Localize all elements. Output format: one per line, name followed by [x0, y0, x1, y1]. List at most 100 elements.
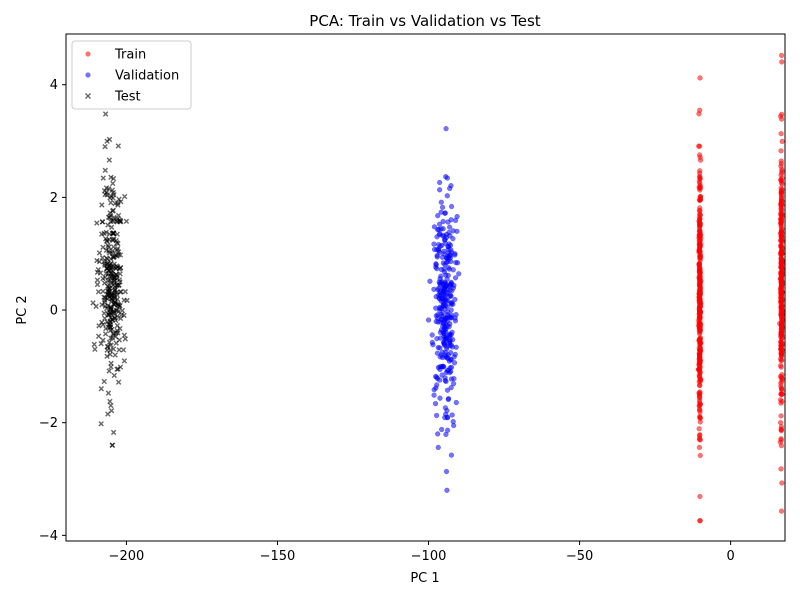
- data-point: [114, 322, 121, 329]
- data-point: [446, 266, 453, 272]
- data-point: [109, 291, 116, 298]
- data-point: [453, 259, 459, 266]
- data-point: [696, 249, 702, 256]
- data-point: [697, 368, 703, 374]
- data-point: [778, 286, 784, 292]
- data-point: [431, 392, 437, 398]
- data-point: [444, 387, 451, 393]
- data-point: [448, 385, 454, 391]
- y-tick-label: −2: [39, 416, 58, 431]
- data-point: [116, 277, 123, 283]
- data-point: [433, 313, 439, 319]
- data-point: [431, 286, 437, 293]
- data-point: [108, 304, 114, 310]
- data-point: [108, 335, 114, 341]
- data-point: [778, 380, 784, 386]
- data-point: [102, 297, 108, 304]
- data-point: [442, 323, 448, 329]
- data-point: [698, 278, 704, 284]
- data-point: [108, 407, 115, 414]
- data-point: [122, 336, 129, 342]
- data-point: [778, 252, 784, 258]
- data-point: [443, 378, 449, 385]
- data-points: [90, 52, 786, 524]
- data-point: [109, 187, 115, 193]
- data-point: [779, 391, 785, 397]
- data-point: [451, 354, 457, 360]
- data-point: [778, 466, 784, 472]
- data-point: [696, 426, 702, 432]
- data-point: [115, 143, 122, 149]
- data-point: [94, 281, 101, 288]
- data-point: [441, 266, 447, 272]
- data-point: [105, 278, 111, 284]
- y-axis-label: PC 2: [15, 295, 30, 324]
- data-point: [115, 249, 122, 255]
- data-point: [451, 360, 458, 366]
- data-point: [697, 157, 704, 163]
- data-point: [105, 311, 111, 318]
- data-point: [124, 297, 130, 304]
- data-point: [778, 197, 785, 204]
- data-point: [448, 279, 454, 286]
- data-point: [435, 213, 441, 219]
- data-point: [444, 286, 451, 292]
- data-point: [104, 343, 111, 350]
- data-point: [448, 247, 454, 253]
- series-validation: [425, 125, 462, 493]
- y-tick-label: 2: [50, 191, 58, 206]
- data-point: [778, 172, 784, 178]
- data-point: [108, 224, 115, 231]
- data-point: [779, 375, 785, 382]
- data-point: [103, 325, 109, 332]
- data-point: [448, 364, 455, 371]
- data-point: [778, 52, 785, 59]
- data-point: [107, 351, 113, 358]
- data-point: [116, 196, 122, 202]
- data-point: [112, 333, 119, 340]
- data-point: [444, 175, 451, 181]
- data-point: [452, 275, 459, 281]
- data-point: [106, 250, 113, 256]
- data-point: [442, 261, 448, 268]
- data-point: [101, 378, 107, 385]
- data-point: [122, 288, 128, 295]
- data-point: [778, 508, 785, 514]
- data-point: [445, 395, 452, 402]
- legend-marker: [85, 72, 91, 78]
- data-point: [430, 342, 436, 348]
- data-point: [110, 207, 116, 214]
- data-point: [452, 251, 458, 257]
- data-point: [121, 358, 128, 364]
- data-point: [102, 315, 108, 321]
- data-point: [697, 221, 703, 228]
- data-point: [438, 199, 444, 205]
- legend-box: [71, 40, 192, 110]
- data-point: [777, 211, 784, 217]
- data-point: [696, 292, 703, 299]
- data-point: [107, 262, 113, 268]
- data-point: [452, 318, 459, 324]
- data-point: [111, 310, 117, 316]
- data-point: [453, 311, 459, 318]
- data-point: [120, 347, 127, 353]
- data-point: [448, 357, 454, 363]
- data-point: [102, 111, 109, 117]
- data-point: [697, 174, 703, 180]
- data-point: [697, 406, 703, 412]
- data-point: [114, 231, 120, 237]
- data-point: [115, 202, 121, 208]
- data-point: [697, 315, 703, 321]
- data-point: [450, 285, 456, 291]
- data-point: [438, 426, 445, 433]
- data-point: [446, 229, 452, 236]
- data-point: [106, 274, 113, 280]
- data-point: [442, 329, 449, 335]
- legend: Train Validation Test: [71, 40, 192, 110]
- series-train: [695, 52, 786, 524]
- data-point: [445, 219, 451, 225]
- data-point: [697, 205, 703, 211]
- data-point: [431, 224, 438, 230]
- data-point: [433, 412, 440, 419]
- data-point: [446, 331, 453, 337]
